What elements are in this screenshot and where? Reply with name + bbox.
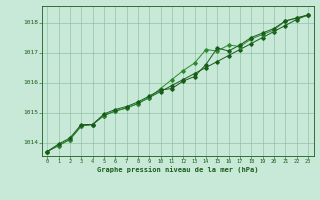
X-axis label: Graphe pression niveau de la mer (hPa): Graphe pression niveau de la mer (hPa): [97, 166, 258, 173]
